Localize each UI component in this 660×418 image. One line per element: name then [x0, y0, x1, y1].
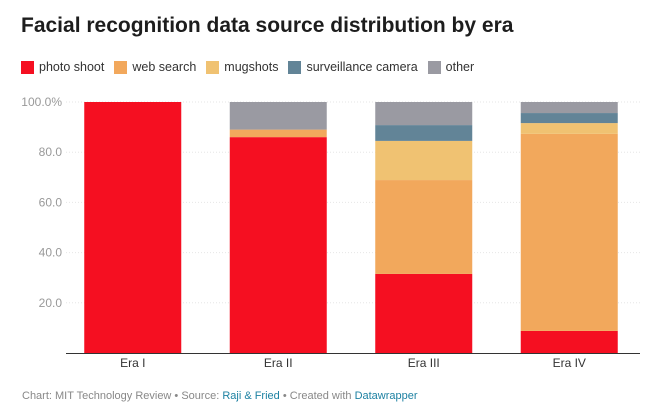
legend-item: web search	[114, 60, 196, 74]
footer-middle: • Created with	[279, 390, 355, 402]
legend-label: surveillance camera	[306, 60, 418, 74]
legend-swatch	[427, 60, 441, 74]
legend-label: mugshots	[224, 60, 279, 74]
bar-segment-web-search	[375, 180, 473, 274]
bar-segment-other	[229, 102, 327, 130]
legend-swatch	[114, 60, 128, 74]
legend-swatch	[206, 60, 220, 74]
legend-item: surveillance camera	[288, 60, 418, 74]
datawrapper-link[interactable]: Datawrapper	[354, 390, 418, 402]
y-tick-label: 80.0	[39, 145, 63, 159]
bar-segment-other	[375, 102, 473, 126]
source-link[interactable]: Raji & Fried	[222, 390, 280, 402]
legend-label: other	[445, 60, 475, 74]
bar-segment-photo-shoot	[84, 102, 182, 353]
legend-label: photo shoot	[39, 60, 105, 74]
footer-prefix: Chart: MIT Technology Review • Source:	[22, 390, 223, 402]
y-tick-label: 60.0	[39, 195, 63, 209]
x-tick-label: Era III	[408, 356, 440, 370]
bar-segment-photo-shoot	[375, 273, 473, 353]
legend: photo shoot web search mugshots surveillanc…	[21, 60, 474, 74]
legend-item: photo shoot	[21, 60, 104, 74]
legend-label: web search	[132, 60, 197, 74]
x-tick-label: Era I	[120, 356, 145, 370]
bar-segment-surveillance-camera	[520, 113, 618, 124]
legend-swatch	[21, 60, 34, 74]
bar-segment-web-search	[520, 133, 618, 331]
bar-segment-surveillance-camera	[375, 125, 473, 141]
bar-segment-photo-shoot	[229, 137, 327, 353]
y-tick-label: 40.0	[39, 246, 63, 260]
bar-segment-photo-shoot	[520, 330, 618, 353]
bar-segment-web-search	[229, 129, 327, 138]
bar-segment-mugshots	[520, 123, 618, 134]
y-tick-label: 20.0	[39, 296, 63, 310]
y-tick-label: 100.0%	[21, 95, 62, 109]
x-tick-label: Era II	[264, 356, 293, 370]
legend-item: mugshots	[206, 60, 278, 74]
bar-segment-mugshots	[375, 140, 473, 181]
footer: Chart: MIT Technology Review • Source: R…	[22, 390, 418, 402]
bar-segment-other	[520, 102, 618, 114]
legend-swatch	[288, 60, 302, 74]
x-tick-label: Era IV	[553, 356, 586, 370]
chart-title: Facial recognition data source distribut…	[21, 14, 514, 37]
legend-item: other	[427, 60, 475, 74]
